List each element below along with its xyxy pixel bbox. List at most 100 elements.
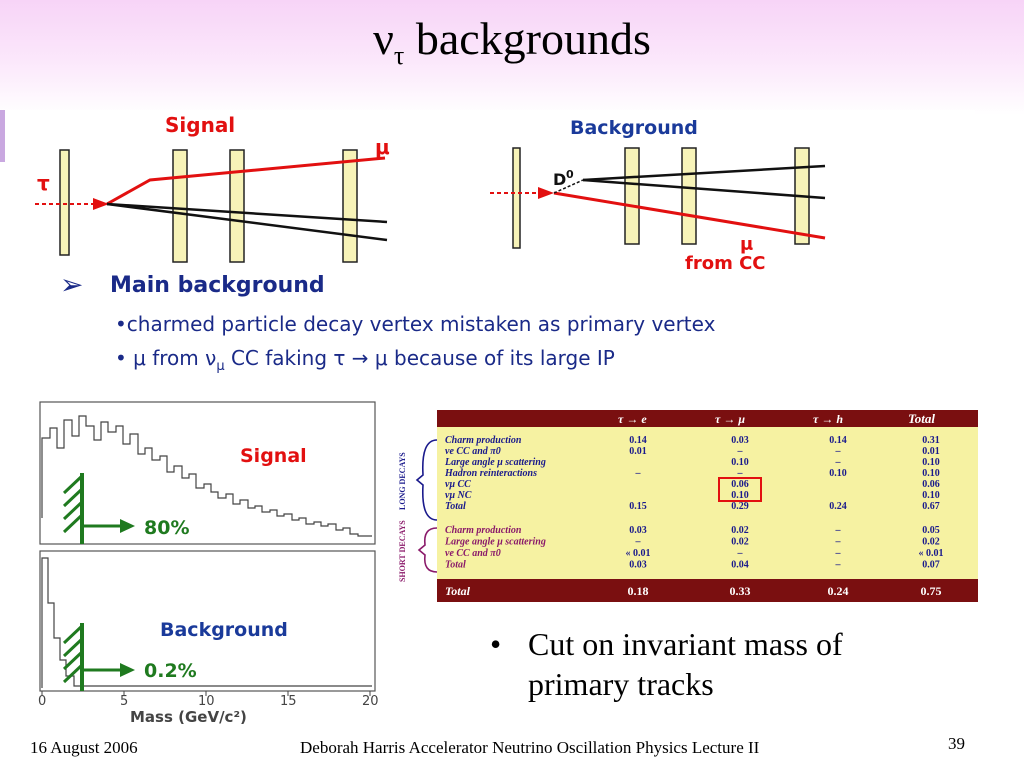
long-decays-brace [415, 439, 438, 521]
row-value: 0.10 [731, 490, 749, 501]
signal-hist-label: Signal [240, 445, 307, 467]
cut-bullet-dot: • [490, 626, 502, 662]
signal-cut-hatch [62, 473, 135, 544]
row-label: Total [445, 560, 466, 571]
mass-x-tick-10: 10 [198, 694, 215, 709]
background-d0-path [553, 179, 584, 194]
background-pct-label: 0.2% [144, 660, 197, 682]
row-value: 0.06 [731, 479, 749, 490]
event-diagrams: Signal μ τ Background D 0 μ from CC [5, 110, 975, 395]
signal-pct-label: 80% [144, 517, 189, 539]
signal-detector-planes [59, 149, 358, 263]
grand-total-total: 0.75 [921, 584, 942, 598]
mass-x-tick-20: 20 [362, 694, 379, 709]
table-grand-total-bg [437, 579, 978, 602]
row-value: 0.03 [629, 560, 647, 571]
background-cut-hatch [62, 623, 135, 691]
row-value: – [737, 548, 744, 559]
row-value: 0.07 [922, 560, 940, 571]
row-value: 0.05 [922, 525, 940, 536]
row-value: 0.03 [629, 525, 647, 536]
row-value: 0.31 [922, 435, 940, 446]
row-label: νμ NC [445, 490, 472, 501]
title-nu: ν [373, 13, 394, 64]
signal-hadron-track-1 [106, 202, 388, 224]
background-hist-frame [39, 550, 376, 692]
row-value: – [635, 537, 642, 548]
title-rest: backgrounds [404, 13, 651, 64]
row-value: 0.24 [829, 501, 847, 512]
row-value: – [835, 446, 842, 457]
row-value: – [635, 468, 642, 479]
background-arrowhead [538, 187, 554, 199]
signal-tau-arrowhead [93, 198, 109, 210]
row-value: 0.02 [731, 525, 749, 536]
background-hist-label: Background [160, 619, 288, 641]
row-label: νe CC and π0 [445, 446, 501, 457]
row-value: 0.10 [829, 468, 847, 479]
row-value: 0.15 [629, 501, 647, 512]
main-bullet-2-post: CC faking τ → μ because of its large IP [224, 346, 615, 370]
main-bullet-2: • μ from νμ CC faking τ → μ because of i… [115, 346, 615, 374]
cut-bullet-text: Cut on invariant mass of primary tracks [528, 626, 843, 702]
signal-hist-frame [39, 401, 376, 545]
background-table: τ → e τ → μ τ → h Total LONG DECAYS SHOR… [393, 410, 978, 602]
signal-label: Signal [165, 113, 235, 137]
mass-x-axis-label: Mass (GeV/c²) [130, 708, 247, 726]
signal-tau-label: τ [37, 171, 50, 195]
row-value: 0.10 [922, 490, 940, 501]
title-tau: τ [393, 41, 405, 71]
footer-author-lecture: Deborah Harris Accelerator Neutrino Osci… [300, 738, 760, 757]
row-value: 0.14 [629, 435, 647, 446]
left-accent-stripe [0, 110, 6, 162]
mass-x-axis-ticks [41, 691, 371, 696]
grand-total-tau-h: 0.24 [828, 584, 849, 598]
row-label: Total [445, 501, 466, 512]
highlight-box [718, 477, 762, 502]
row-value: 0.02 [922, 537, 940, 548]
background-label: Background [570, 117, 698, 139]
row-value: 0.10 [922, 468, 940, 479]
grand-total-label: Total [445, 584, 471, 598]
row-value: « 0.01 [626, 548, 651, 559]
short-decays-brace [417, 527, 438, 573]
row-value: 0.10 [922, 457, 940, 468]
row-label: νe CC and π0 [445, 548, 501, 559]
background-table-svg: τ → e τ → μ τ → h Total LONG DECAYS SHOR… [398, 410, 978, 602]
footer-date: 16 August 2006 [30, 738, 138, 757]
table-body-bg [437, 410, 978, 602]
background-charm-track-1 [582, 164, 826, 182]
row-value: – [835, 537, 842, 548]
row-value: – [737, 468, 744, 479]
main-background-heading: Main background [110, 273, 325, 298]
mass-histograms: Signal 80% Background 0.2% 0 5 10 15 20 … [32, 398, 384, 728]
row-value: 0.04 [731, 560, 749, 571]
background-mu-label: μ [740, 234, 753, 255]
grand-total-tau-e: 0.18 [628, 584, 649, 598]
row-value: 0.10 [731, 457, 749, 468]
mass-x-tick-15: 15 [280, 694, 297, 709]
mass-x-tick-0: 0 [38, 694, 46, 709]
main-bullet-2-pre: • μ from ν [115, 346, 217, 370]
event-diagram-svg: Signal μ τ Background D 0 μ from CC [35, 113, 826, 270]
background-histogram-line [41, 557, 372, 688]
main-bullet-1: •charmed particle decay vertex mistaken … [115, 312, 716, 336]
background-muon-track [553, 191, 826, 240]
background-from-cc-label: from CC [685, 253, 766, 270]
background-d0-sup: 0 [566, 168, 574, 181]
row-value: – [737, 446, 744, 457]
row-value: – [835, 525, 842, 536]
header-total: Total [908, 411, 935, 426]
signal-mu-label: μ [375, 135, 390, 159]
row-value: 0.01 [629, 446, 647, 457]
row-label: Large angle μ scattering [444, 457, 546, 468]
row-value: 0.29 [731, 501, 749, 512]
header-tau-h: τ → h [813, 412, 843, 426]
row-value: – [835, 457, 842, 468]
short-decays-label: SHORT DECAYS [398, 520, 407, 582]
main-bullet-2-sub: μ [216, 359, 225, 374]
row-value: 0.01 [922, 446, 940, 457]
row-value: 0.02 [731, 537, 749, 548]
mass-x-tick-5: 5 [120, 694, 128, 709]
